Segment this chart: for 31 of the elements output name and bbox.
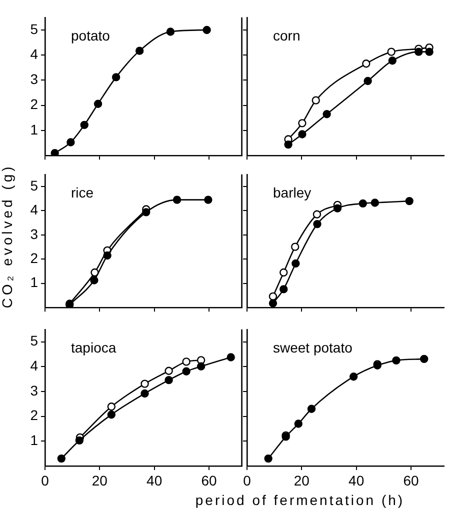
x-tick-label: 60 — [403, 472, 419, 488]
x-axis-title: period of fermentation (h) — [194, 492, 406, 508]
y-tick-label: 4 — [30, 46, 38, 62]
text: tapioca — [71, 339, 116, 356]
y-tick-label: 5 — [30, 20, 38, 37]
x-tick-label: 0 — [243, 472, 252, 488]
x-tick-label: 40 — [146, 472, 162, 488]
y-tick-label: 3 — [30, 382, 38, 398]
y-tick-label: 1 — [30, 274, 38, 290]
y-tick-label: 2 — [30, 250, 38, 266]
y-tick-label: 3 — [30, 226, 38, 242]
y-tick-label: 5 — [30, 177, 38, 194]
x-tick-label: 40 — [348, 472, 364, 488]
text: barley — [273, 184, 312, 200]
text: potato — [71, 27, 110, 44]
x-tick-label: 20 — [294, 472, 310, 488]
text: rice — [71, 184, 94, 200]
x-tick-label: 60 — [201, 472, 217, 488]
y-tick-label: 5 — [30, 332, 38, 349]
y-tick-label: 3 — [30, 71, 38, 88]
x-tick-label: 20 — [92, 472, 108, 488]
y-tick-label: 2 — [30, 96, 38, 112]
y-tick-label: 2 — [30, 407, 38, 424]
y-tick-label: 1 — [30, 432, 38, 448]
y-axis-title: CO₂ evolved (g) — [0, 162, 16, 310]
text: corn — [273, 27, 300, 44]
y-tick-label: 4 — [30, 202, 38, 218]
y-tick-label: 4 — [30, 358, 38, 374]
text: sweet potato — [273, 339, 353, 356]
x-tick-label: 0 — [41, 472, 50, 488]
y-tick-label: 1 — [30, 121, 38, 138]
